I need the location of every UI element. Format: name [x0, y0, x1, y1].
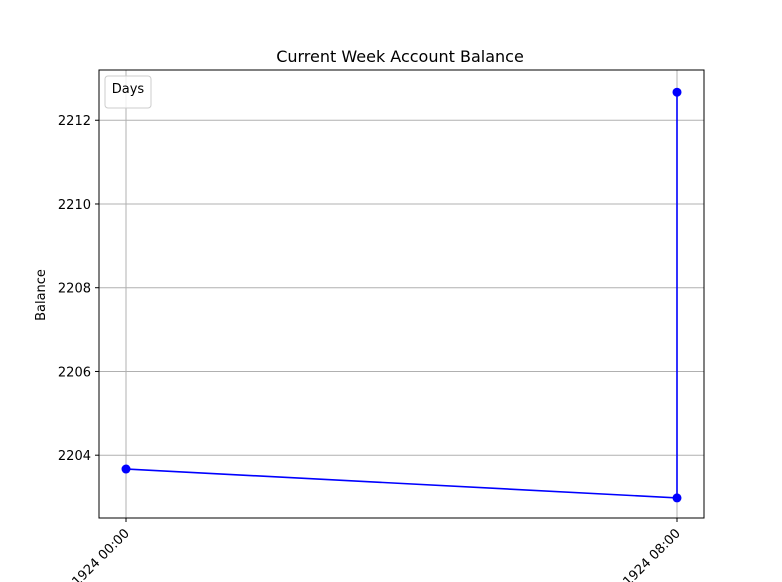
y-axis-ticks: 2204 2206 2208 2210 2212 — [58, 114, 99, 464]
y-tick-label: 2206 — [58, 365, 91, 380]
y-tick-label: 2208 — [58, 282, 91, 297]
data-point — [672, 493, 682, 503]
plot-frame — [98, 69, 705, 519]
y-axis-label: Balance — [34, 269, 49, 321]
legend: Days — [104, 75, 152, 109]
data-point — [672, 87, 682, 97]
data-point — [121, 464, 131, 474]
legend-box — [104, 75, 152, 109]
y-tick-label: 2212 — [58, 114, 91, 129]
legend-title: Days — [112, 82, 145, 97]
series-layer — [121, 87, 682, 503]
chart-title: Current Week Account Balance — [276, 47, 524, 66]
y-tick-label: 2210 — [58, 198, 91, 213]
y-tick-label: 2204 — [58, 449, 91, 464]
